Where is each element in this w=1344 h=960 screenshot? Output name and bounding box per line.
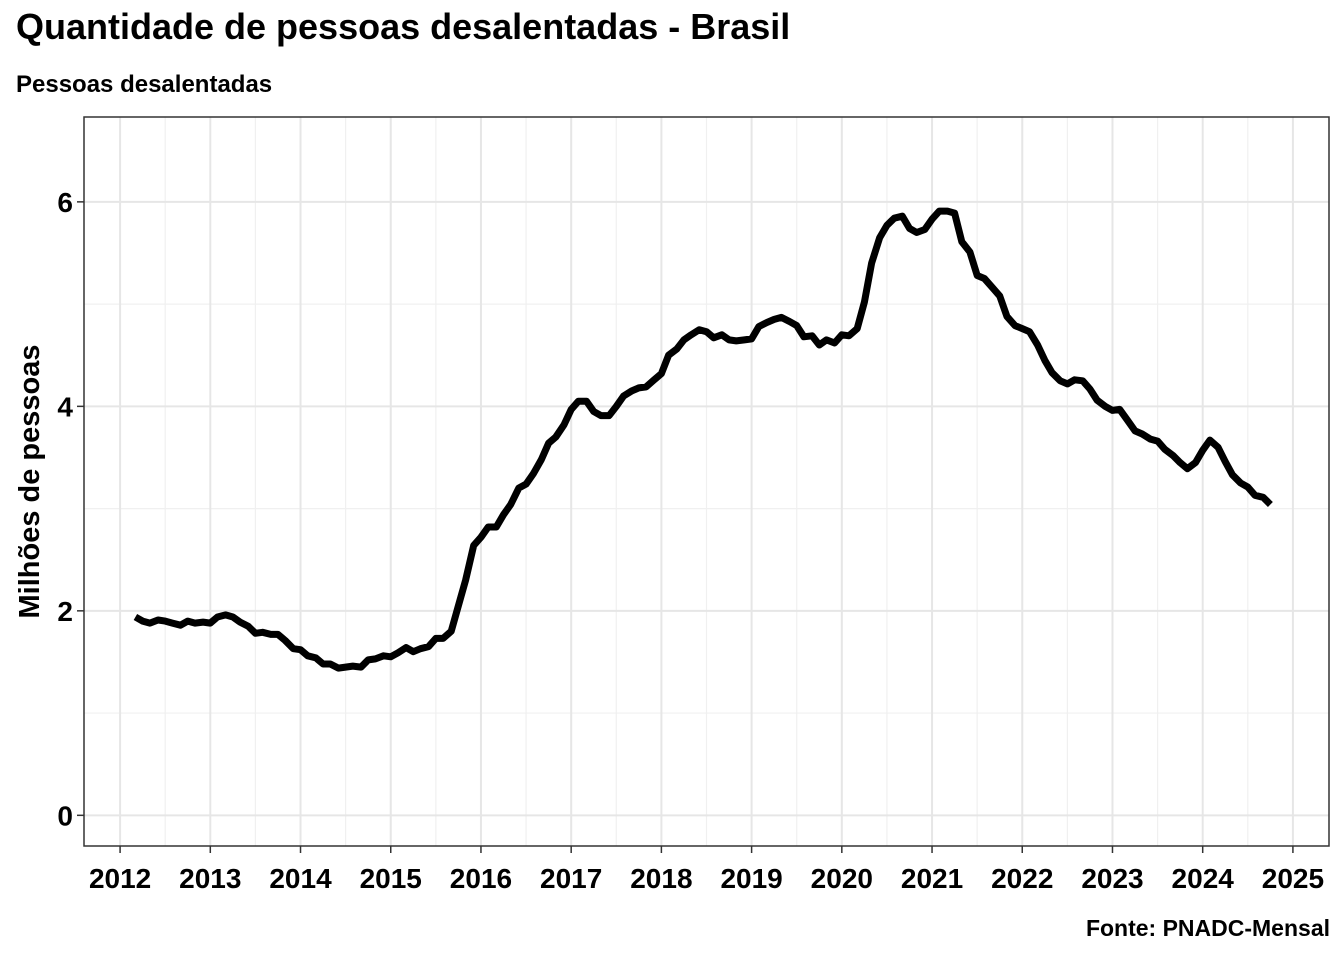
series-line [133,207,1273,672]
x-tick-label: 2013 [179,863,241,894]
x-tick-label: 2022 [991,863,1053,894]
x-tick-label: 2014 [269,863,332,894]
x-tick-label: 2023 [1081,863,1143,894]
y-tick-label: 6 [57,187,73,218]
x-tick-label: 2012 [89,863,151,894]
x-tick-label: 2019 [720,863,782,894]
x-tick-label: 2021 [901,863,963,894]
x-tick-label: 2015 [360,863,422,894]
x-tick-label: 2017 [540,863,602,894]
chart-caption: Fonte: PNADC-Mensal [1085,915,1330,941]
y-tick-label: 0 [57,800,73,831]
x-tick-label: 2024 [1172,863,1235,894]
y-axis-title: Milhões de pessoas [14,345,46,619]
x-tick-label: 2018 [630,863,692,894]
x-tick-label: 2020 [811,863,873,894]
x-tick-label: 2025 [1262,863,1324,894]
y-tick-label: 2 [57,596,73,627]
y-tick-label: 4 [57,391,73,422]
plot-border [83,116,1330,847]
chart-subtitle: Pessoas desalentadas [16,71,273,98]
x-tick-label: 2016 [450,863,512,894]
chart-title: Quantidade de pessoas desalentadas - Bra… [16,6,791,47]
